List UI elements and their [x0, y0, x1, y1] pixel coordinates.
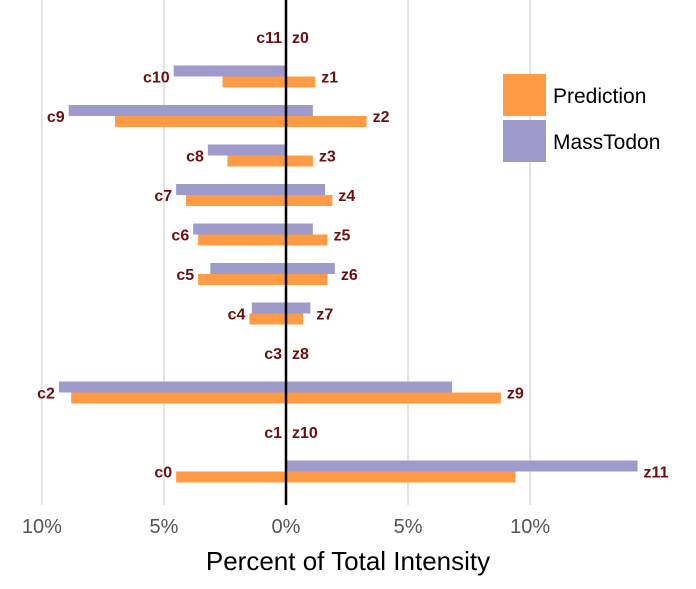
row-label-right: z10 [292, 425, 318, 442]
row-label-left: c10 [143, 70, 170, 87]
x-tick-label: 10% [510, 516, 550, 538]
row-label-right: z2 [373, 109, 390, 126]
x-tick-label: 10% [22, 516, 62, 538]
bar-prediction-right [286, 471, 516, 483]
bar-masstodon-left [207, 144, 286, 156]
bar-prediction-right [286, 274, 328, 285]
legend-swatch-masstodon [503, 120, 546, 162]
row-label-left: c7 [154, 188, 172, 205]
bar-prediction-right [286, 116, 367, 127]
bar-masstodon-right [286, 460, 638, 472]
x-tick-label: 5% [394, 516, 423, 538]
bar-masstodon-right [286, 302, 311, 314]
legend-label-masstodon: MassTodon [553, 131, 660, 154]
bar-prediction-left [185, 195, 286, 206]
x-tick-label: 0% [272, 516, 301, 538]
bar-masstodon-left [173, 65, 286, 77]
bar-masstodon-left [176, 184, 286, 195]
row-label-left: c8 [186, 149, 204, 166]
bar-prediction-left [249, 313, 286, 325]
bar-masstodon-right [286, 184, 326, 195]
row-label-right: z4 [338, 188, 355, 205]
bar-masstodon-right [286, 263, 335, 274]
bar-prediction-right [286, 76, 316, 88]
bar-masstodon-left [193, 223, 286, 235]
row-label-right: z8 [292, 346, 309, 363]
x-axis-ticks: 10% 5% 0% 5% 10% [22, 516, 551, 538]
row-label-right: z3 [319, 149, 336, 166]
bar-masstodon-right [286, 105, 313, 116]
bar-prediction-left [227, 155, 286, 167]
row-label-left: c0 [154, 465, 172, 482]
legend-swatch-prediction [503, 74, 546, 116]
bar-prediction-left [198, 234, 286, 246]
bar-prediction-left [71, 392, 286, 404]
row-label-right: z0 [292, 30, 309, 47]
x-tick-label: 5% [149, 516, 178, 538]
bars [58, 65, 638, 483]
bar-prediction-right [286, 392, 501, 404]
bar-masstodon-left [68, 105, 286, 116]
bar-prediction-right [286, 155, 313, 167]
row-label-left: c6 [171, 228, 189, 245]
row-label-right: z1 [321, 70, 338, 87]
bar-prediction-left [198, 274, 286, 285]
legend-label-prediction: Prediction [553, 85, 646, 108]
bar-masstodon-left [58, 381, 287, 393]
legend: Prediction MassTodon [503, 74, 660, 162]
bar-masstodon-right [286, 381, 453, 393]
bar-prediction-left [115, 116, 286, 127]
bar-prediction-right [286, 195, 333, 206]
row-label-left: c4 [228, 307, 246, 324]
row-label-left: c3 [264, 346, 282, 363]
row-label-left: c2 [37, 386, 55, 403]
bar-prediction-left [176, 471, 286, 483]
row-label-left: c5 [176, 267, 194, 284]
row-label-left: c9 [47, 109, 65, 126]
row-labels: c11 z0 c10 z1 c9 z2 c8 z3 c7 z4 c6 z5 c5 z6 c4 z7 c3 z8 c2… [37, 30, 668, 482]
bar-masstodon-left [251, 302, 286, 314]
bar-prediction-right [286, 313, 304, 325]
row-label-left: c1 [264, 425, 282, 442]
bar-prediction-right [286, 234, 328, 246]
row-label-left: c11 [256, 30, 282, 47]
bar-masstodon-right [286, 223, 313, 235]
x-axis-title: Percent of Total Intensity [206, 546, 490, 576]
row-label-right: z9 [507, 386, 524, 403]
row-label-right: z11 [644, 465, 669, 482]
row-label-right: z5 [334, 228, 351, 245]
bar-prediction-left [222, 76, 286, 88]
row-label-right: z7 [316, 307, 333, 324]
row-label-right: z6 [341, 267, 358, 284]
bar-masstodon-left [210, 263, 286, 274]
